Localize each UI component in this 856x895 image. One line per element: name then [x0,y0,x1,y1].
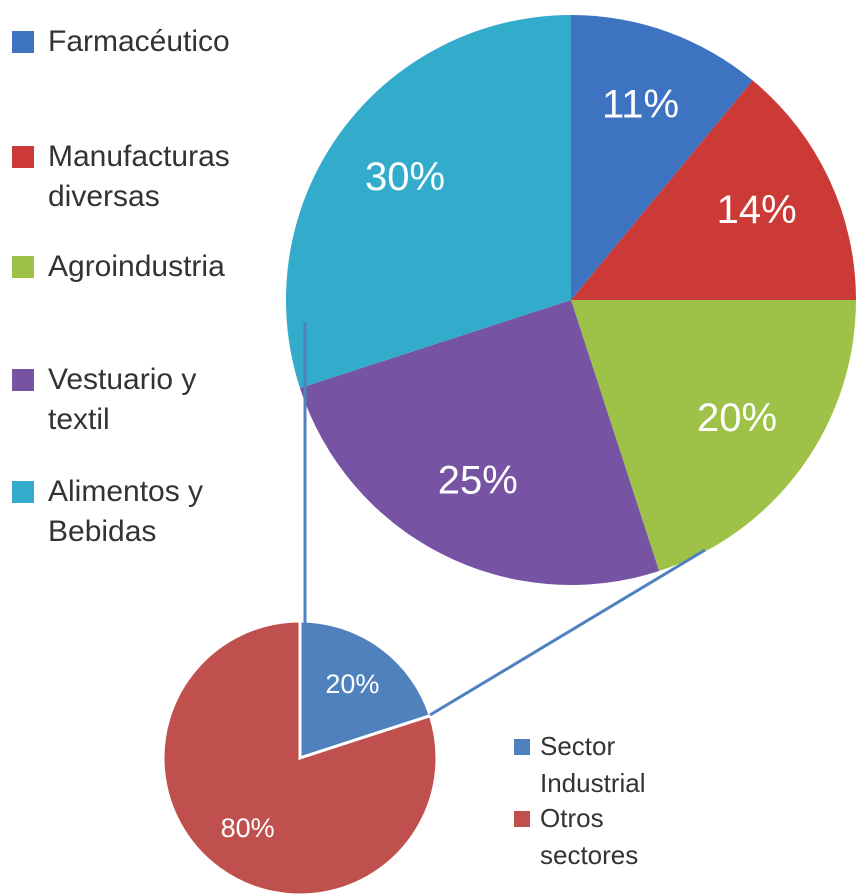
data-label: 25% [438,458,518,502]
pie-slice [571,15,753,300]
legend-label: Otros sectores [540,803,639,870]
pie-slice [571,300,856,572]
legend-swatch [12,31,34,53]
pie-slice [571,80,856,301]
data-label: 20% [325,669,379,699]
legend-label: Farmacéutico [48,25,230,58]
pie-slice [299,300,660,585]
data-label: 80% [221,813,275,843]
legend-label: Alimentos y Bebidas [48,475,204,548]
data-label: 30% [365,155,445,199]
legend-label: Manufacturas diversas [48,140,230,213]
legend-swatch [514,810,530,827]
legend-label: Agroindustria [48,250,225,283]
data-label: 11% [602,82,679,126]
legend-swatch [12,369,34,391]
legend-swatch [12,481,34,503]
legend-label: Vestuario y textil [48,363,197,436]
legend-swatch [514,738,530,755]
legend-swatch [12,256,34,278]
legend-swatch [12,146,34,168]
pie-slice [298,619,433,761]
legend-label: Sector Industrial [540,731,646,798]
pie-slice [161,619,439,895]
data-label: 20% [697,396,777,440]
pie-slice [285,15,571,389]
data-label: 14% [717,188,797,232]
connector [429,548,706,717]
